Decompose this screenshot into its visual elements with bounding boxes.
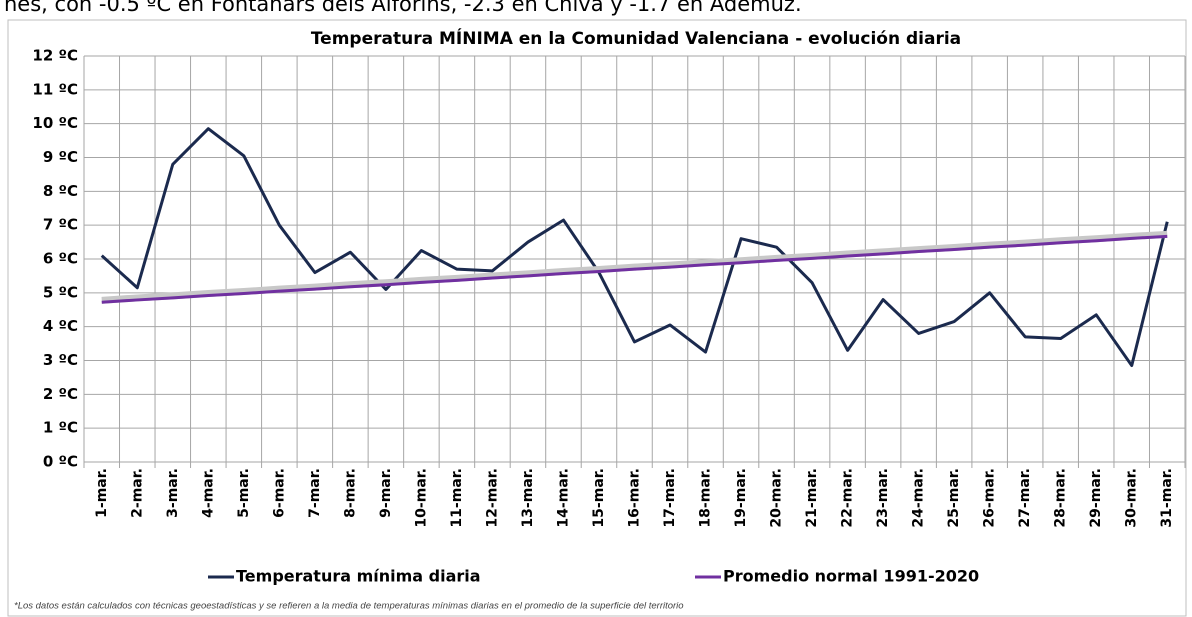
x-tick-label: 21-mar.	[804, 468, 820, 528]
x-tick-label: 4-mar.	[200, 468, 216, 518]
x-tick-label: 30-mar.	[1124, 468, 1140, 528]
y-tick-label: 11 ºC	[32, 80, 78, 98]
x-tick-label: 14-mar.	[555, 468, 571, 528]
x-tick-label: 7-mar.	[307, 468, 323, 518]
y-tick-label: 3 ºC	[43, 351, 78, 369]
series-line	[100, 127, 1169, 368]
x-tick-label: 29-mar.	[1088, 468, 1104, 528]
x-tick-label: 5-mar.	[236, 468, 252, 518]
x-tick-label: 9-mar.	[378, 468, 394, 518]
footnote: *Los datos están calculados con técnicas…	[14, 601, 684, 612]
x-tick-label: 22-mar.	[840, 468, 856, 528]
y-tick-label: 12 ºC	[32, 47, 78, 65]
x-tick-label: 19-mar.	[733, 468, 749, 528]
x-tick-label: 17-mar.	[662, 468, 678, 528]
x-tick-label: 3-mar.	[165, 468, 181, 518]
x-tick-label: 24-mar.	[911, 468, 927, 528]
y-tick-label: 6 ºC	[43, 250, 78, 268]
chart-border	[7, 19, 1187, 617]
y-tick-label: 4 ºC	[43, 317, 78, 335]
y-tick-label: 0 ºC	[43, 453, 78, 471]
y-tick-label: 2 ºC	[43, 385, 78, 403]
x-tick-label: 27-mar.	[1017, 468, 1033, 528]
x-tick-label: 25-mar.	[946, 468, 962, 528]
x-tick-label: 6-mar.	[271, 468, 287, 518]
x-tick-label: 12-mar.	[484, 468, 500, 528]
x-tick-label: 16-mar.	[627, 468, 643, 528]
y-tick-label: 5 ºC	[43, 283, 78, 301]
x-tick-label: 2-mar.	[129, 468, 145, 518]
x-tick-label: 11-mar.	[449, 468, 465, 528]
top-text: nes, con -0.5 ºC en Fontanars dels Alfor…	[4, 0, 802, 16]
x-tick-label: 13-mar.	[520, 468, 536, 528]
x-tick-label: 1-mar.	[94, 468, 110, 518]
x-tick-label: 28-mar.	[1053, 468, 1069, 528]
y-tick-label: 8 ºC	[43, 182, 78, 200]
chart-title: Temperatura MÍNIMA en la Comunidad Valen…	[311, 27, 961, 49]
x-tick-label: 23-mar.	[875, 468, 891, 528]
x-tick-label: 18-mar.	[698, 468, 714, 528]
series-line	[101, 234, 1168, 304]
y-tick-label: 1 ºC	[43, 419, 78, 437]
x-tick-label: 8-mar.	[342, 468, 358, 518]
x-tick-label: 15-mar.	[591, 468, 607, 528]
x-tick-label: 20-mar.	[769, 468, 785, 528]
series-shadow	[101, 230, 1168, 304]
y-tick-label: 7 ºC	[43, 216, 78, 234]
y-tick-label: 10 ºC	[32, 114, 78, 132]
y-tick-label: 9 ºC	[43, 148, 78, 166]
legend-label: Temperatura mínima diaria	[236, 567, 481, 586]
legend-label: Promedio normal 1991-2020	[723, 567, 979, 586]
x-tick-label: 26-mar.	[982, 468, 998, 528]
x-tick-label: 31-mar.	[1159, 468, 1175, 528]
x-tick-label: 10-mar.	[413, 468, 429, 528]
